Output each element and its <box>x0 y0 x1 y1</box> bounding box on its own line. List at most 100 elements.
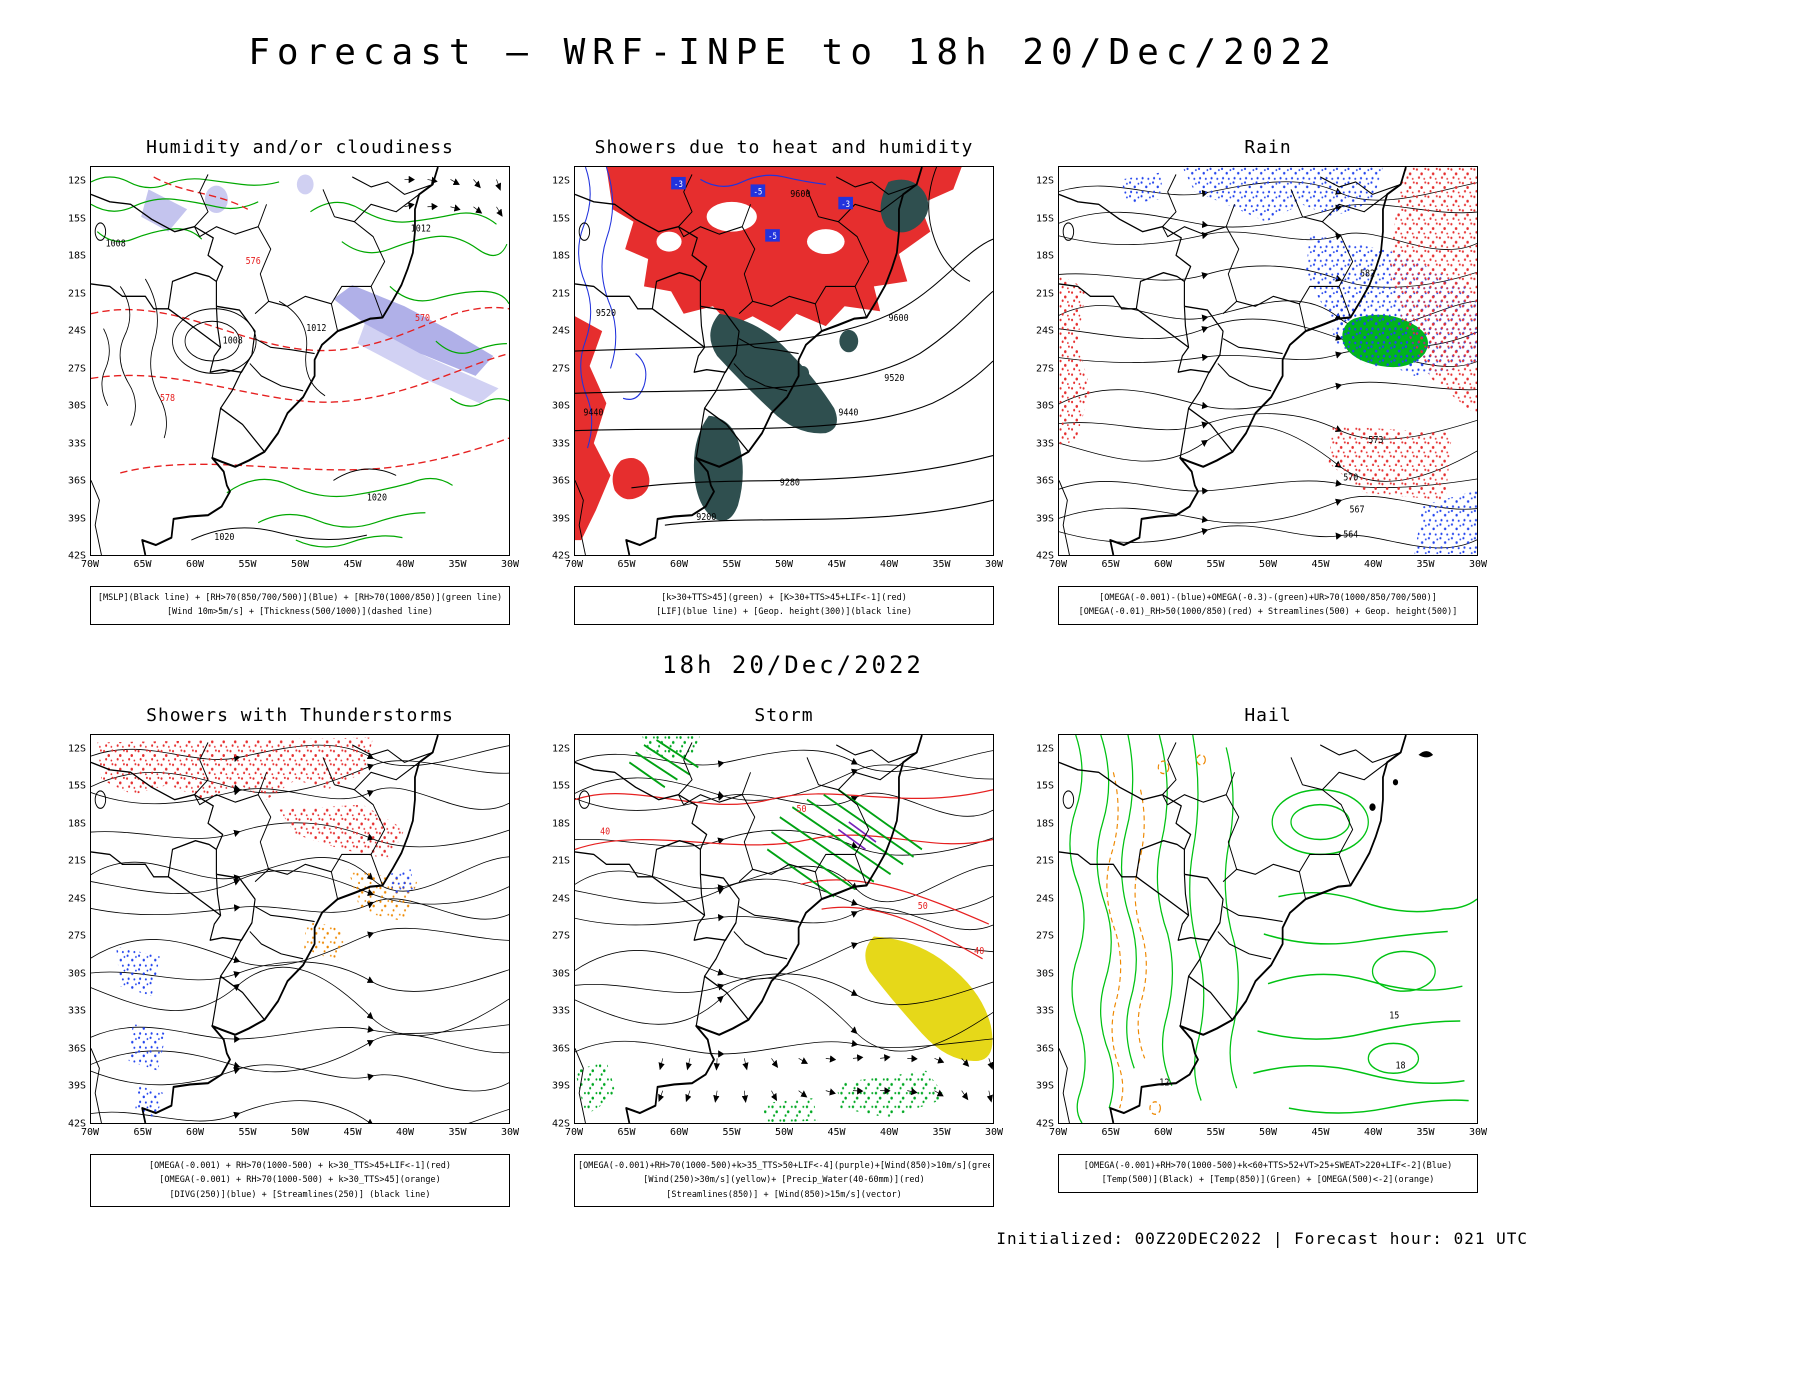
lon-axis: 70W 65W 60W 55W 50W 45W 40W 35W 30W <box>1049 556 1487 574</box>
map-svg-hail: 15 18 12 <box>1059 734 1477 1123</box>
svg-text:50: 50 <box>918 900 928 912</box>
panel-title-humidity: Humidity and/or cloudiness <box>146 137 454 158</box>
lon-label-70W: 70W <box>80 1126 100 1138</box>
lon-label-70W: 70W <box>1048 1126 1068 1138</box>
legend-line: [MSLP](Black line) + [RH>70(850/700/500)… <box>97 593 503 603</box>
lon-label-40W: 40W <box>879 1126 899 1138</box>
lon-label-45W: 45W <box>827 1126 846 1138</box>
map-hail: 15 18 12 <box>1058 733 1478 1124</box>
lat-label-30S: 30S <box>67 400 86 412</box>
lon-label-40W: 40W <box>395 1126 415 1138</box>
panel-hail: Hail 12S 15S 18S 21S 24S 27S 30S 33S 36S 39S 42S <box>1022 705 1487 1207</box>
map-svg-thunderstorms <box>91 734 509 1123</box>
map-thunderstorms <box>90 733 510 1124</box>
lat-label-42S: 42S <box>1035 550 1054 562</box>
lat-label-42S: 42S <box>551 1118 570 1130</box>
legend-line: [Temp(500)](Black) + [Temp(850)](Green) … <box>1101 1175 1435 1186</box>
lat-label-21S: 21S <box>551 288 570 299</box>
map-rain: 582 573 570 567 564 <box>1058 166 1478 556</box>
lon-label-45W: 45W <box>827 559 846 570</box>
lon-label-30W: 30W <box>984 1126 1004 1138</box>
panel-title-thunderstorms: Showers with Thunderstorms <box>146 704 454 726</box>
svg-text:573: 573 <box>1368 434 1383 446</box>
lat-label-15S: 15S <box>551 780 570 792</box>
svg-text:12: 12 <box>1159 1077 1169 1089</box>
panel-row-top: Humidity and/or cloudiness 12S 15S 18S 21S 2… <box>54 137 1532 625</box>
lat-label-21S: 21S <box>551 855 570 867</box>
lon-label-45W: 45W <box>1311 1126 1330 1138</box>
panel-title-showers-heat: Showers due to heat and humidity <box>594 137 974 158</box>
lon-label-30W: 30W <box>1468 1126 1488 1138</box>
svg-text:40: 40 <box>600 826 610 838</box>
lon-label-65W: 65W <box>133 559 152 570</box>
lat-label-18S: 18S <box>551 818 570 830</box>
panel-title-rain: Rain <box>1244 137 1292 158</box>
svg-text:9600: 9600 <box>790 188 810 200</box>
lon-label-70W: 70W <box>564 1126 584 1138</box>
lat-label-30S: 30S <box>1035 968 1054 980</box>
humidity-green-contours <box>91 176 509 548</box>
lat-label-39S: 39S <box>67 513 86 524</box>
lat-label-33S: 33S <box>67 1005 86 1017</box>
lon-label-35W: 35W <box>1416 559 1435 570</box>
lat-label-36S: 36S <box>551 1043 570 1055</box>
lat-label-33S: 33S <box>67 438 86 449</box>
legend-line: [Wind(250)>30m/s](yellow)+ [Precip_Water… <box>643 1175 925 1186</box>
jet-yellow-fill <box>865 936 993 1061</box>
lat-label-39S: 39S <box>1035 513 1054 524</box>
panel-title-storm: Storm <box>754 704 814 726</box>
footer-text: Initialized: 00Z20DEC2022 | Forecast hou… <box>996 1229 1528 1249</box>
lat-label-27S: 27S <box>1035 363 1054 374</box>
panel-thunderstorms: Showers with Thunderstorms 12S 15S 18S 21S 2… <box>54 704 519 1208</box>
lon-label-55W: 55W <box>722 1126 741 1138</box>
svg-text:9600: 9600 <box>889 313 909 325</box>
map-svg-humidity: 1008 1008 1012 1012 1020 1020 576 570 57… <box>91 167 509 555</box>
lat-label-15S: 15S <box>551 213 570 224</box>
lat-label-24S: 24S <box>1035 893 1054 905</box>
lon-label-55W: 55W <box>1206 559 1225 570</box>
lif-blue-contours <box>578 167 826 449</box>
lon-label-30W: 30W <box>500 559 520 570</box>
lat-label-15S: 15S <box>67 213 86 224</box>
lon-label-35W: 35W <box>448 559 467 570</box>
svg-text:50: 50 <box>797 803 807 815</box>
lon-label-50W: 50W <box>1258 559 1278 570</box>
legend-line: [DIVG(250)](blue) + [Streamlines(250)] (… <box>169 1189 431 1200</box>
svg-text:570: 570 <box>1343 472 1358 484</box>
lat-label-27S: 27S <box>67 363 86 374</box>
lat-label-30S: 30S <box>551 400 570 412</box>
lon-axis: 70W 65W 60W 55W 50W 45W 40W 35W 30W <box>565 1124 1003 1142</box>
geop-contours <box>575 167 993 526</box>
lat-label-15S: 15S <box>1035 780 1054 792</box>
svg-text:9520: 9520 <box>884 372 904 384</box>
lat-label-18S: 18S <box>67 818 86 830</box>
legend-line: [LIF](blue line) + [Geop. height(300)](b… <box>656 607 912 618</box>
lat-label-21S: 21S <box>67 288 86 299</box>
lat-label-39S: 39S <box>551 513 570 524</box>
legend-line: [k>30+TTS>45](green) + [K>30+TTS>45+LIF<… <box>661 593 907 603</box>
lon-label-35W: 35W <box>932 559 951 570</box>
lat-axis: 12S 15S 18S 21S 24S 27S 30S 33S 36S 39S 42S <box>54 166 90 562</box>
lat-axis: 12S 15S 18S 21S 24S 27S 30S 33S 36S 39S 42S <box>1022 734 1058 1129</box>
wind-arrows <box>404 175 503 217</box>
svg-text:9520: 9520 <box>596 308 616 320</box>
lat-label-36S: 36S <box>551 475 570 487</box>
legend-line: [OMEGA(-0.01)_RH>50(1000/850)(red) + Str… <box>1078 607 1458 618</box>
lat-label-12S: 12S <box>1035 743 1054 755</box>
lat-axis: 12S 15S 18S 21S 24S 27S 30S 33S 36S 39S 42S <box>54 734 90 1129</box>
svg-text:578: 578 <box>160 392 175 404</box>
lon-label-55W: 55W <box>238 559 257 570</box>
humidity-mslp-contours <box>101 278 397 541</box>
lat-label-39S: 39S <box>67 1080 86 1092</box>
lon-label-65W: 65W <box>1101 559 1120 570</box>
lat-label-39S: 39S <box>551 1080 570 1092</box>
lat-label-24S: 24S <box>67 893 86 905</box>
lat-label-33S: 33S <box>1035 1005 1054 1017</box>
svg-text:-5: -5 <box>768 232 777 242</box>
svg-text:1012: 1012 <box>306 322 326 334</box>
legend-humidity: [MSLP](Black line) + [RH>70(850/700/500)… <box>90 586 510 625</box>
lon-label-45W: 45W <box>1311 559 1330 570</box>
wind850-vectors <box>658 1053 993 1103</box>
lon-label-35W: 35W <box>1416 1126 1435 1138</box>
lon-axis: 70W 65W 60W 55W 50W 45W 40W 35W 30W <box>1049 1124 1487 1142</box>
